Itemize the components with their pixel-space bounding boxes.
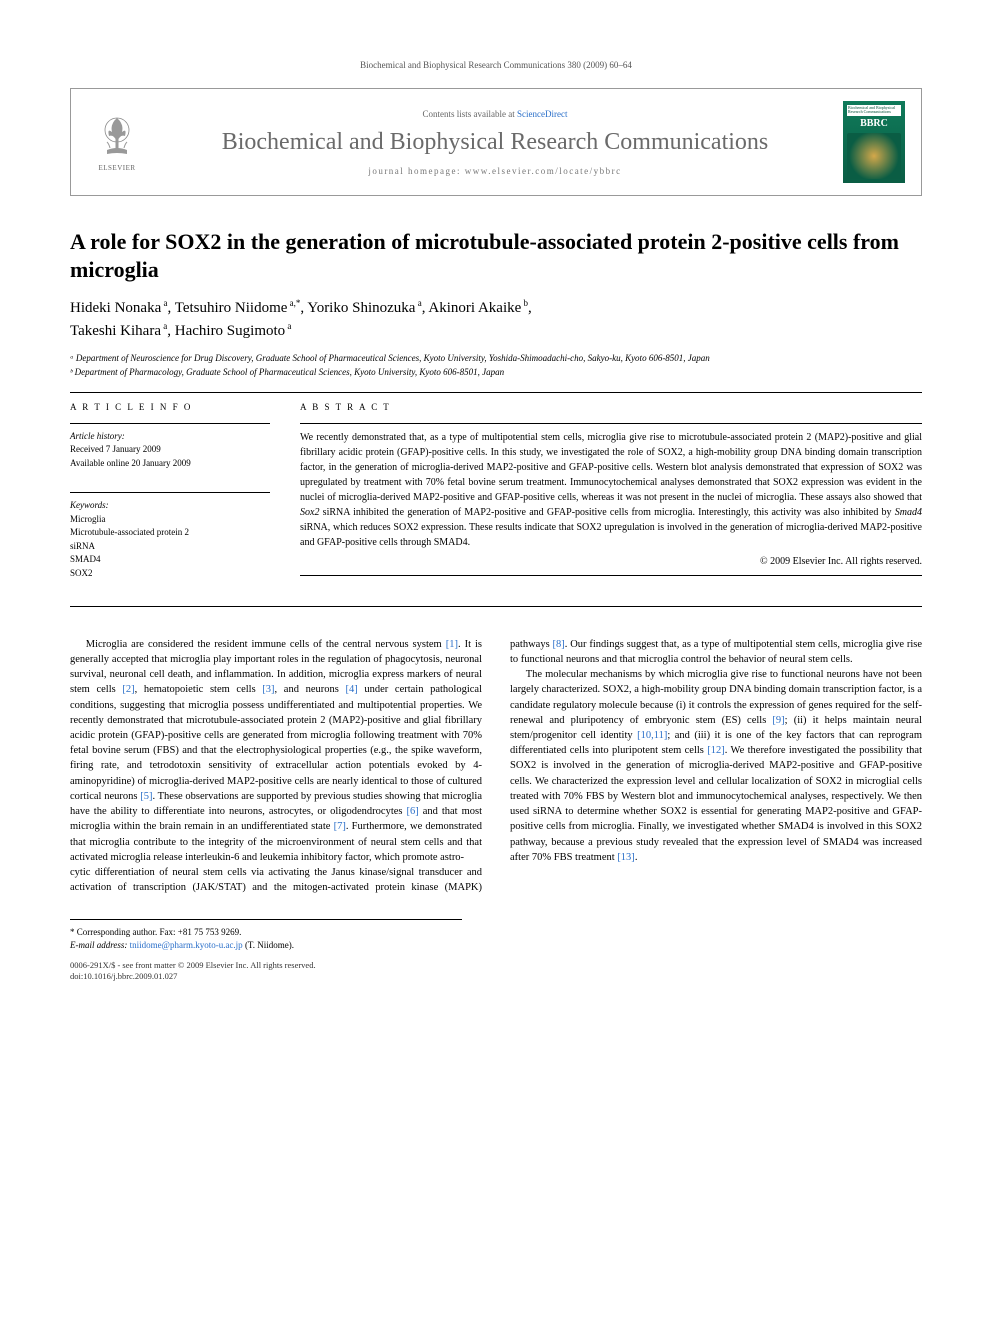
corresponding-fax: * Corresponding author. Fax: +81 75 753 … [70,926,462,939]
received-date: Received 7 January 2009 [70,443,270,457]
mini-divider [70,423,270,424]
homepage-url[interactable]: www.elsevier.com/locate/ybbrc [465,166,622,176]
article-info-column: A R T I C L E I N F O Article history: R… [70,401,270,582]
corresponding-email-line: E-mail address: tniidome@pharm.kyoto-u.a… [70,939,462,952]
cover-journal-name: Biochemical and Biophysical Research Com… [847,105,901,116]
abstract-heading: A B S T R A C T [300,401,922,415]
info-abstract-row: A R T I C L E I N F O Article history: R… [70,401,922,582]
journal-homepage-line: journal homepage: www.elsevier.com/locat… [163,166,827,176]
sciencedirect-link[interactable]: ScienceDirect [517,109,567,119]
article-history-label: Article history: [70,431,125,441]
body-text: Microglia are considered the resident im… [70,637,922,896]
affiliations: ᵃ Department of Neuroscience for Drug Di… [70,352,922,378]
mini-divider [300,575,922,576]
author: Hideki Nonaka [70,300,161,316]
elsevier-tree-icon [92,112,142,162]
journal-header: ELSEVIER Contents lists available at Sci… [70,88,922,196]
doi-line: doi:10.1016/j.bbrc.2009.01.027 [70,971,922,982]
cover-bbrc-label: BBRC [847,118,901,129]
section-divider [70,392,922,393]
keywords-list: Microglia Microtubule-associated protein… [70,513,270,581]
mini-divider [300,423,922,424]
body-paragraph-1: Microglia are considered the resident im… [70,637,482,865]
email-label: E-mail address: [70,940,127,950]
keyword: siRNA [70,540,270,554]
body-paragraph-3: The molecular mechanisms by which microg… [510,667,922,865]
homepage-prefix: journal homepage: [368,166,464,176]
section-divider [70,606,922,607]
publisher-logo: ELSEVIER [87,107,147,177]
contents-prefix: Contents lists available at [423,109,517,119]
affiliation-a: ᵃ Department of Neuroscience for Drug Di… [70,352,922,365]
header-center: Contents lists available at ScienceDirec… [163,109,827,176]
abstract-copyright: © 2009 Elsevier Inc. All rights reserved… [300,554,922,569]
keywords-label: Keywords: [70,500,109,510]
affil-marker: b [521,298,528,308]
affil-marker: a [415,298,421,308]
author: Takeshi Kihara [70,323,161,339]
online-date: Available online 20 January 2009 [70,457,270,471]
publisher-name: ELSEVIER [98,164,135,172]
keyword: SMAD4 [70,553,270,567]
running-head: Biochemical and Biophysical Research Com… [70,60,922,70]
corresponding-author-block: * Corresponding author. Fax: +81 75 753 … [70,919,462,951]
corresponding-marker: * [296,298,301,308]
front-matter-line: 0006-291X/$ - see front matter © 2009 El… [70,960,922,971]
corresponding-name: (T. Niidome). [245,940,294,950]
keyword: SOX2 [70,567,270,581]
affil-marker: a [161,321,167,331]
corresponding-email[interactable]: tniidome@pharm.kyoto-u.ac.jp [130,940,243,950]
author: Yoriko Shinozuka [307,300,415,316]
mini-divider [70,492,270,493]
article-footer: 0006-291X/$ - see front matter © 2009 El… [70,960,922,982]
affil-marker: a [285,321,291,331]
keyword: Microtubule-associated protein 2 [70,526,270,540]
contents-available-line: Contents lists available at ScienceDirec… [163,109,827,119]
article-info-heading: A R T I C L E I N F O [70,401,270,415]
author: Akinori Akaike [428,300,521,316]
journal-cover-thumbnail: Biochemical and Biophysical Research Com… [843,101,905,183]
abstract-column: A B S T R A C T We recently demonstrated… [300,401,922,582]
author: Tetsuhiro Niidome [175,300,288,316]
affil-marker: a, [287,298,296,308]
author: Hachiro Sugimoto [175,323,285,339]
cover-image-area [847,133,901,179]
article-title: A role for SOX2 in the generation of mic… [70,228,922,283]
abstract-text: We recently demonstrated that, as a type… [300,430,922,550]
journal-title: Biochemical and Biophysical Research Com… [163,129,827,156]
affiliation-b: ᵇ Department of Pharmacology, Graduate S… [70,366,922,379]
keyword: Microglia [70,513,270,527]
affil-marker: a [161,298,167,308]
author-list: Hideki Nonaka a, Tetsuhiro Niidome a,*, … [70,297,922,342]
